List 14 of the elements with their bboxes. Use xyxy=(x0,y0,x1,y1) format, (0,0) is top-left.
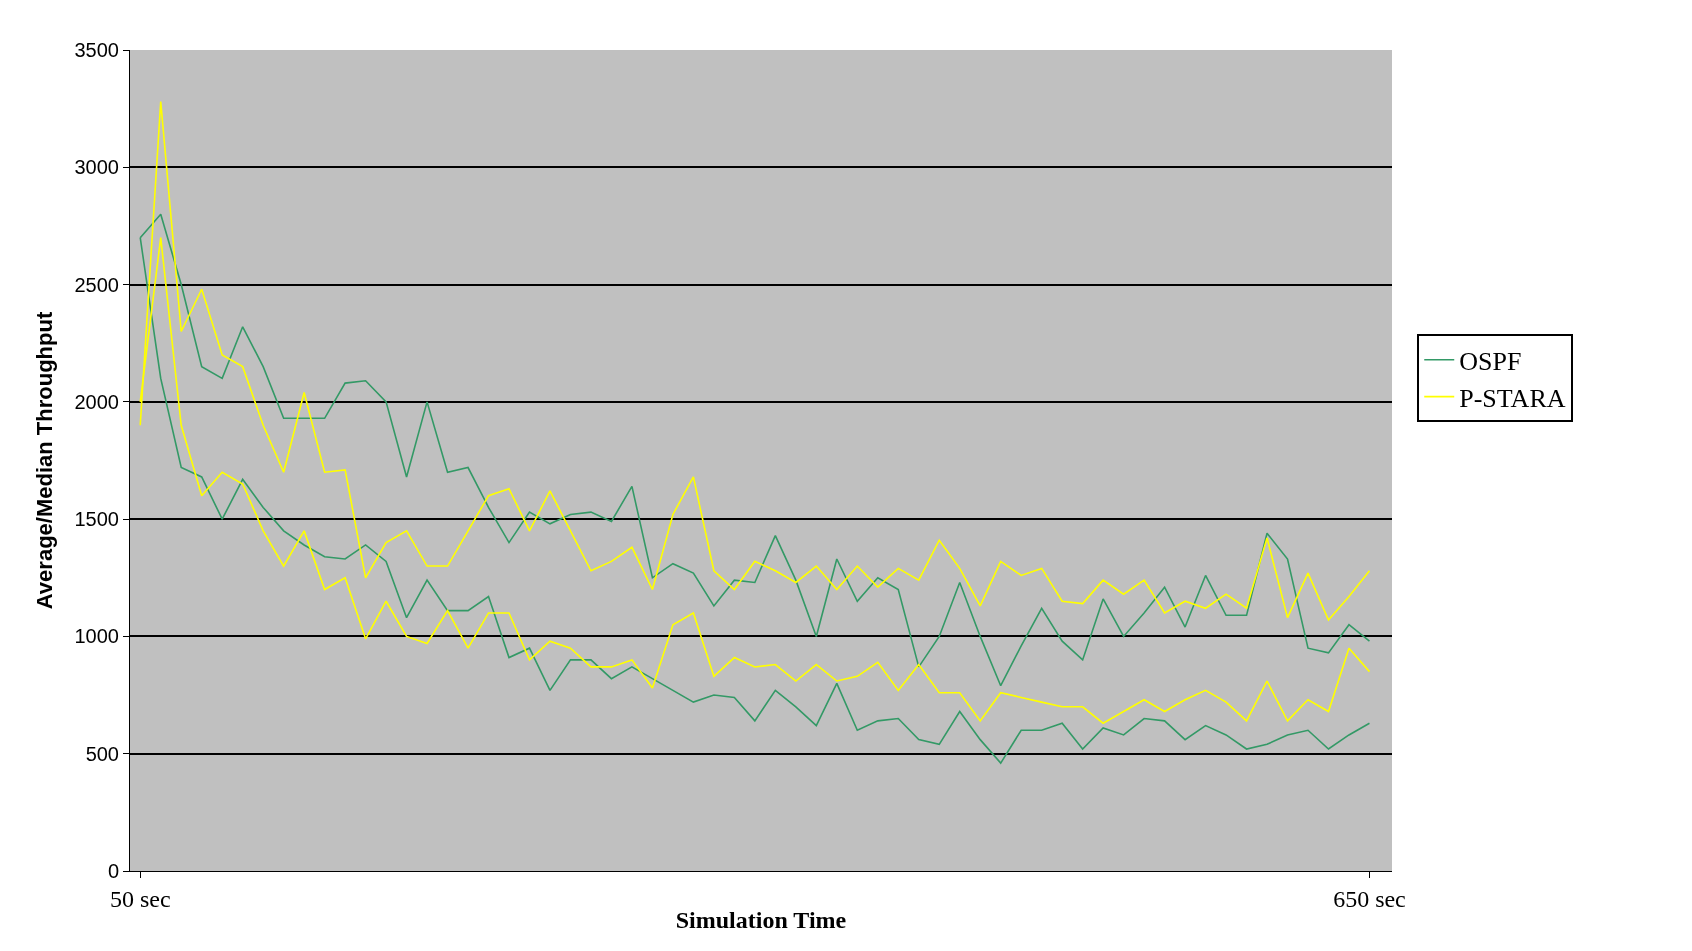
x-tick-label: 650 sec xyxy=(1333,885,1406,912)
x-axis-title: Simulation Time xyxy=(675,907,847,934)
legend-label: OSPF xyxy=(1459,346,1522,376)
y-axis-title: Average/Median Throughput xyxy=(32,311,58,610)
y-tick-label: 1500 xyxy=(74,508,119,531)
y-tick-label: 0 xyxy=(107,860,119,882)
y-tick-label: 3000 xyxy=(74,156,119,179)
y-tick-label: 1000 xyxy=(74,625,119,648)
y-tick-label: 2500 xyxy=(74,273,119,296)
y-tick-label: 2000 xyxy=(74,390,119,413)
legend-label: P-STARA xyxy=(1459,383,1566,413)
x-tick-label: 50 sec xyxy=(109,885,171,912)
y-tick-label: 3500 xyxy=(74,39,119,61)
y-tick-label: 500 xyxy=(85,742,119,765)
